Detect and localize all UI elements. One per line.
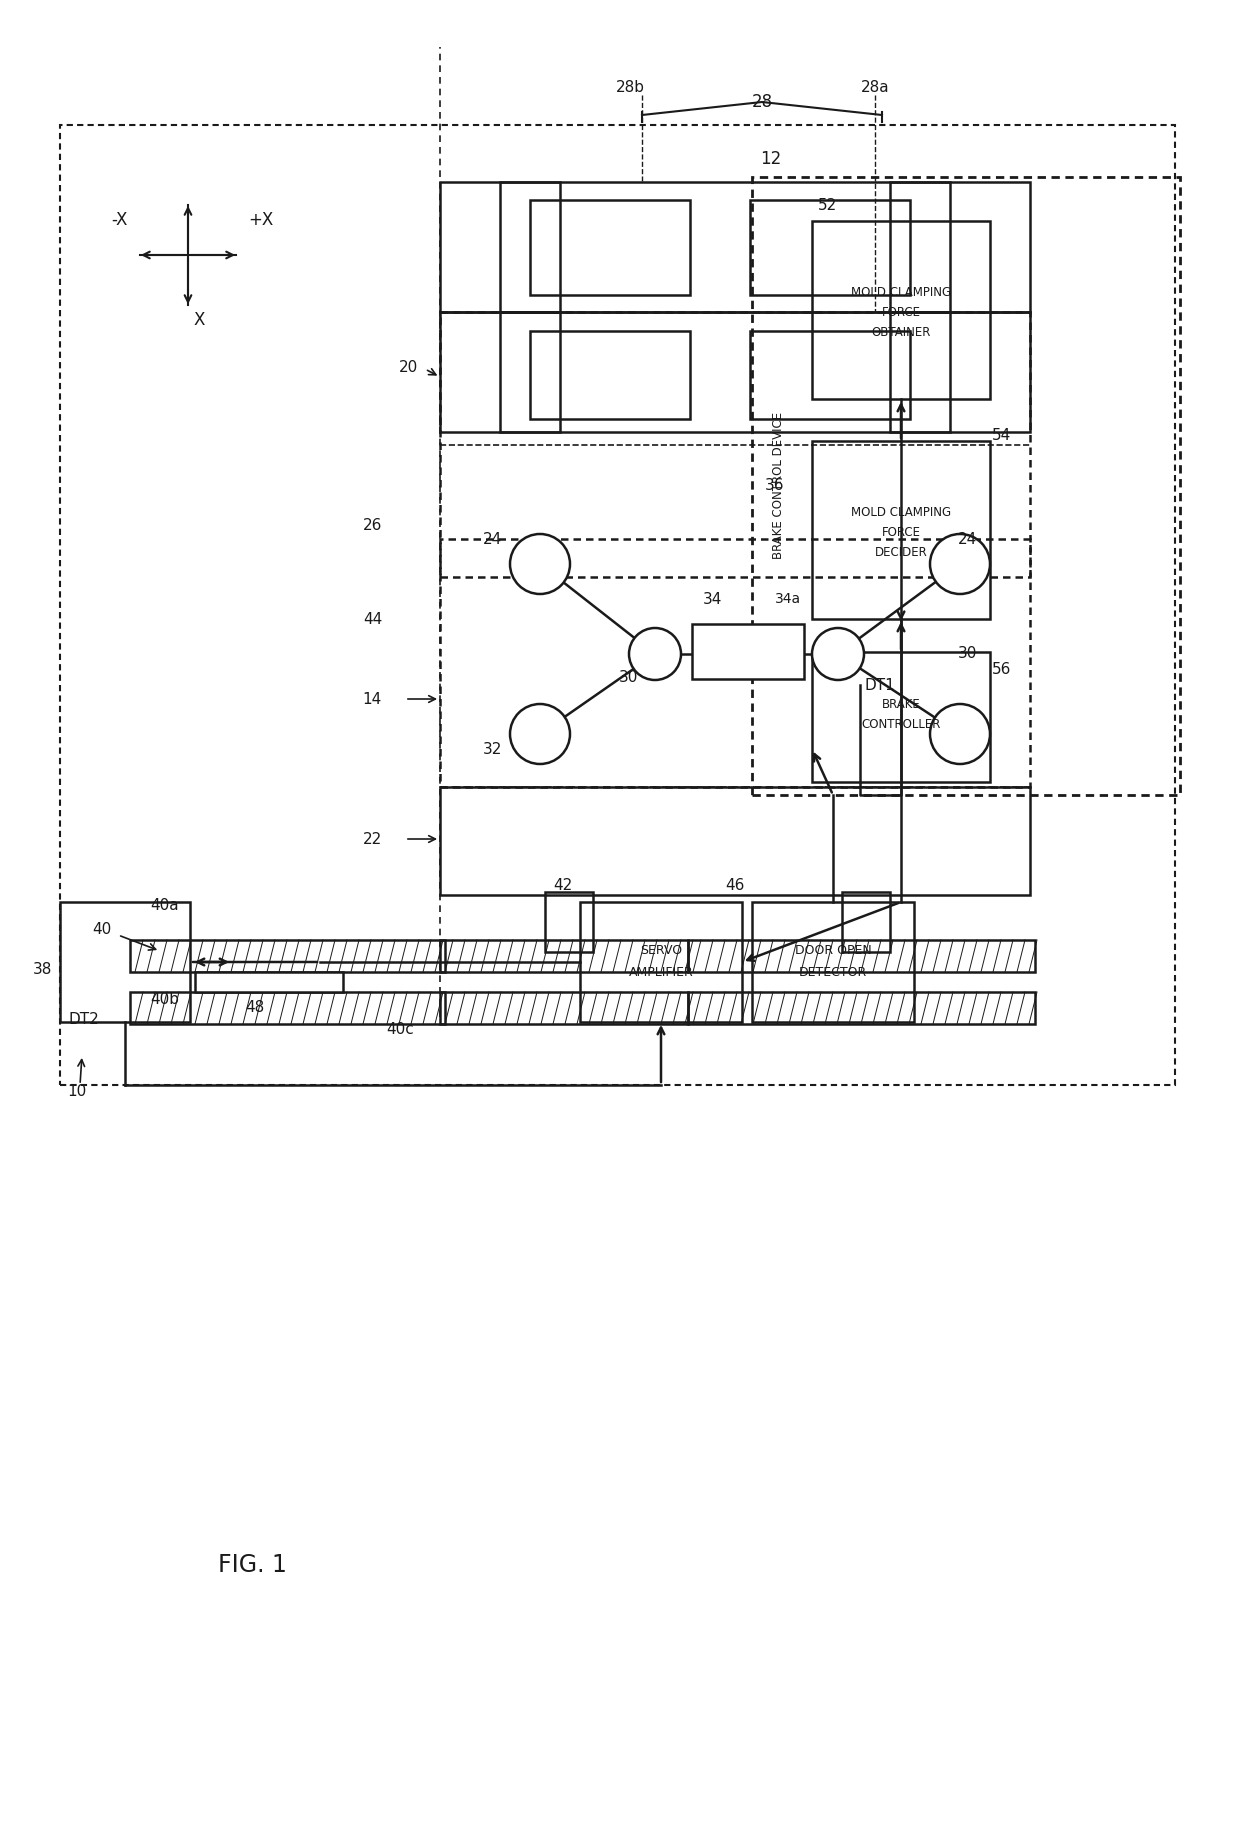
Text: 36: 36 (765, 478, 785, 493)
Bar (440, 539, 1030, 787)
Text: SERVO: SERVO (640, 944, 682, 957)
Bar (692, 624, 804, 680)
Bar (130, 992, 445, 1023)
Text: 42: 42 (553, 877, 572, 892)
Bar (500, 312, 560, 432)
Bar (688, 940, 1035, 972)
Text: OBTAINER: OBTAINER (872, 325, 931, 338)
Text: DOOR OPEN: DOOR OPEN (795, 944, 872, 957)
Bar (529, 199, 689, 296)
Text: 30: 30 (959, 646, 977, 661)
Text: -X: -X (112, 211, 128, 229)
Text: 40: 40 (92, 922, 112, 936)
Bar (60, 901, 190, 1021)
Text: 52: 52 (818, 198, 837, 212)
Bar (130, 940, 445, 972)
Text: 48: 48 (246, 999, 264, 1014)
Bar (60, 126, 1176, 1084)
Bar (842, 892, 890, 951)
Text: BRAKE: BRAKE (882, 698, 920, 711)
Circle shape (510, 534, 570, 595)
Text: 38: 38 (32, 962, 52, 977)
Text: 40a: 40a (150, 898, 179, 912)
Text: 28b: 28b (615, 79, 645, 94)
Text: 20: 20 (399, 360, 418, 375)
Circle shape (812, 628, 864, 680)
Text: DETECTOR: DETECTOR (799, 966, 867, 979)
Bar (750, 331, 910, 419)
Text: 40c: 40c (386, 1021, 414, 1036)
Text: 32: 32 (482, 741, 502, 757)
Bar (440, 992, 688, 1023)
Text: 56: 56 (992, 661, 1012, 676)
Bar (751, 901, 914, 1021)
Text: FORCE: FORCE (882, 526, 920, 539)
Text: DT1: DT1 (866, 678, 895, 693)
Bar (440, 787, 1030, 896)
Text: FIG. 1: FIG. 1 (217, 1553, 286, 1577)
Text: 54: 54 (992, 427, 1012, 443)
Text: 34a: 34a (775, 593, 801, 606)
Bar (440, 940, 688, 972)
Bar (688, 992, 1035, 1023)
Text: 28: 28 (751, 92, 773, 111)
Text: 10: 10 (67, 1084, 87, 1099)
Text: 44: 44 (363, 611, 382, 626)
Text: 22: 22 (363, 831, 382, 846)
Bar (546, 892, 593, 951)
Text: 28a: 28a (861, 79, 889, 94)
Text: 12: 12 (760, 150, 781, 168)
Bar (890, 312, 950, 432)
Text: 24: 24 (482, 532, 502, 547)
Text: AMPLIFIER: AMPLIFIER (629, 966, 693, 979)
Text: X: X (193, 310, 205, 329)
Circle shape (629, 628, 681, 680)
Circle shape (930, 704, 990, 765)
Bar (812, 652, 990, 781)
Bar (812, 222, 990, 399)
Text: +X: +X (248, 211, 273, 229)
Text: 24: 24 (959, 532, 977, 547)
Bar (750, 199, 910, 296)
Bar (890, 183, 950, 312)
Bar (440, 312, 1030, 576)
Bar (812, 441, 990, 619)
Text: 40b: 40b (150, 992, 179, 1007)
Text: 46: 46 (725, 877, 745, 892)
Text: BRAKE CONTROL DEVICE: BRAKE CONTROL DEVICE (773, 412, 785, 558)
Text: DECIDER: DECIDER (874, 545, 928, 558)
Bar (440, 312, 1030, 432)
Text: MOLD CLAMPING: MOLD CLAMPING (851, 286, 951, 299)
Text: 26: 26 (362, 517, 382, 532)
Text: DT2: DT2 (68, 1012, 99, 1027)
Bar (751, 177, 1180, 794)
Bar (580, 901, 742, 1021)
Bar (500, 183, 560, 312)
Bar (529, 331, 689, 419)
Text: 30: 30 (619, 669, 639, 685)
Circle shape (930, 534, 990, 595)
Bar (195, 972, 343, 992)
Text: 14: 14 (363, 691, 382, 707)
Text: CONTROLLER: CONTROLLER (862, 718, 941, 731)
Text: MOLD CLAMPING: MOLD CLAMPING (851, 506, 951, 519)
Circle shape (510, 704, 570, 765)
Bar (440, 183, 1030, 312)
Text: 34: 34 (702, 591, 722, 606)
Text: FORCE: FORCE (882, 305, 920, 318)
